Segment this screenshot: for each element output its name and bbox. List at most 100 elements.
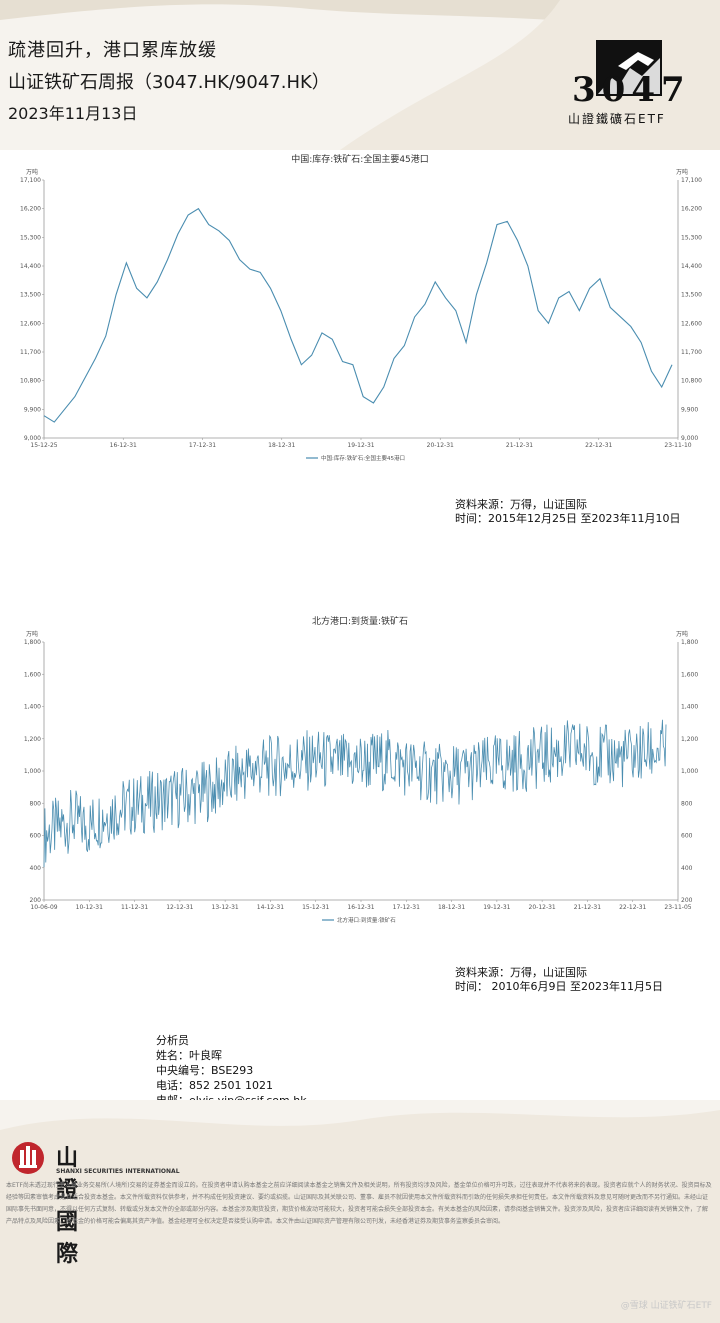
y-tick-label-right: 1,000 — [681, 768, 698, 775]
analyst-id: 中央编号：BSE293 — [156, 1064, 254, 1077]
y-tick-label-right: 1,800 — [681, 639, 698, 646]
y-tick-label-left: 10,800 — [20, 378, 41, 385]
brand-name-cn: 山證國際 — [56, 1146, 81, 1267]
x-tick-label: 17-12-31 — [393, 904, 420, 911]
x-tick-label: 22-12-31 — [585, 442, 612, 449]
chart-north-port-arrivals: 北方港口:到货量:铁矿石 万吨 万吨 200 200 400 400 600 600 800 80… — [10, 612, 710, 932]
analyst-name: 姓名：叶良晖 — [156, 1049, 222, 1062]
x-tick-label: 10-06-09 — [30, 904, 57, 911]
analyst-phone: 电话：852 2501 1021 — [156, 1079, 273, 1092]
x-tick-label: 12-12-31 — [166, 904, 193, 911]
y-tick-label-left: 1,800 — [24, 639, 41, 646]
chart-port-inventory: 中国:库存:铁矿石:全国主要45港口 万吨 万吨 9,000 9,000 9,900 9,… — [10, 150, 710, 470]
chart2-source: 资料来源：万得，山证国际 时间： 2010年6月9日 至2023年11月5日 — [455, 966, 663, 994]
shanxi-securities-logo-icon — [12, 1142, 44, 1174]
y-tick-label-right: 15,300 — [681, 234, 702, 241]
y-tick-label-left: 400 — [30, 865, 42, 872]
report-title-block: 疏港回升，港口累库放缓 山证铁矿石周报（3047.HK/9047.HK） 202… — [8, 36, 330, 124]
chart1-time-range: 时间：2015年12月25日 至2023年11月10日 — [455, 512, 681, 525]
y-tick-label-right: 200 — [681, 897, 693, 904]
brand-name-en: SHANXI SECURITIES INTERNATIONAL — [56, 1168, 180, 1175]
y-tick-label-right: 14,400 — [681, 263, 702, 270]
y-tick-label-right: 1,200 — [681, 736, 698, 743]
analyst-info: 分析员 姓名：叶良晖 中央编号：BSE293 电话：852 2501 1021 … — [156, 1033, 307, 1108]
x-tick-label: 14-12-31 — [257, 904, 284, 911]
x-tick-label: 19-12-31 — [483, 904, 510, 911]
x-tick-label: 17-12-31 — [189, 442, 216, 449]
y-tick-label-right: 9,900 — [681, 406, 698, 413]
y-tick-label-right: 11,700 — [681, 349, 702, 356]
y-tick-label-right: 800 — [681, 800, 693, 807]
disclaimer-text: 本ETF尚未透过现行于人境业务交易所(人境所)交易的证券基金而设立的。在投资者申… — [6, 1182, 712, 1225]
y-unit-left: 万吨 — [26, 630, 38, 638]
chart2-plot: 万吨 万吨 200 200 400 400 600 600 800 800 1,000 1,000 1,… — [24, 630, 699, 924]
x-tick-label: 16-12-31 — [347, 904, 374, 911]
chart2-title: 北方港口:到货量:铁矿石 — [311, 617, 409, 627]
x-tick-label: 16-12-31 — [110, 442, 137, 449]
y-tick-label-right: 600 — [681, 833, 693, 840]
y-tick-label-left: 200 — [30, 897, 42, 904]
footer-wave-decoration — [0, 1110, 720, 1323]
x-tick-label: 15-12-31 — [302, 904, 329, 911]
y-tick-label-right: 1,600 — [681, 671, 698, 678]
y-tick-label-left: 15,300 — [20, 234, 41, 241]
excavator-logo-icon — [596, 40, 662, 96]
y-unit-right: 万吨 — [676, 168, 688, 176]
y-tick-label-right: 400 — [681, 865, 693, 872]
report-date: 2023年11月13日 — [8, 104, 138, 123]
y-tick-label-left: 17,100 — [20, 177, 41, 184]
x-tick-label: 10-12-31 — [76, 904, 103, 911]
etf-name: 山證鐵礦石ETF — [568, 112, 666, 126]
y-unit-right: 万吨 — [676, 630, 688, 638]
legend-label: 中国:库存:铁矿石:全国主要45港口 — [321, 454, 405, 462]
analyst-heading: 分析员 — [156, 1034, 189, 1047]
y-tick-label-left: 1,200 — [24, 736, 41, 743]
y-tick-label-right: 12,600 — [681, 320, 702, 327]
chart1-title: 中国:库存:铁矿石:全国主要45港口 — [291, 155, 429, 165]
chart1-plot: 万吨 万吨 9,000 9,000 9,900 9,900 10,800 10,800 11,7… — [20, 168, 702, 462]
x-tick-label: 20-12-31 — [427, 442, 454, 449]
xueqiu-watermark: @雪球 山证铁矿石ETF — [620, 1301, 712, 1311]
y-tick-label-left: 800 — [30, 800, 42, 807]
y-tick-label-left: 1,600 — [24, 671, 41, 678]
y-tick-label-right: 13,500 — [681, 292, 702, 299]
series-line — [43, 207, 673, 423]
y-tick-label-left: 11,700 — [20, 349, 41, 356]
y-tick-label-right: 1,400 — [681, 704, 698, 711]
x-tick-label: 13-12-31 — [212, 904, 239, 911]
x-tick-label: 18-12-31 — [268, 442, 295, 449]
y-tick-label-left: 600 — [30, 833, 42, 840]
header-wave-decoration — [0, 0, 720, 150]
y-tick-label-right: 17,100 — [681, 177, 702, 184]
x-tick-label: 11-12-31 — [121, 904, 148, 911]
x-tick-label: 23-11-10 — [664, 442, 691, 449]
y-tick-label-left: 9,000 — [24, 435, 41, 442]
y-tick-label-left: 9,900 — [24, 406, 41, 413]
report-subtitle: 山证铁矿石周报（3047.HK/9047.HK） — [8, 72, 330, 93]
etf-code: 3047 — [572, 70, 691, 110]
legend-label: 北方港口:到货量:铁矿石 — [337, 916, 396, 924]
report-headline: 疏港回升，港口累库放缓 — [8, 40, 217, 61]
x-tick-label: 21-12-31 — [574, 904, 601, 911]
brand-block: 山證國際 SHANXI SECURITIES INTERNATIONAL — [10, 1140, 180, 1267]
x-tick-label: 22-12-31 — [619, 904, 646, 911]
x-tick-label: 20-12-31 — [529, 904, 556, 911]
y-tick-label-left: 1,000 — [24, 768, 41, 775]
y-unit-left: 万吨 — [26, 168, 38, 176]
x-tick-label: 15-12-25 — [30, 442, 57, 449]
y-tick-label-right: 16,200 — [681, 206, 702, 213]
x-tick-label: 18-12-31 — [438, 904, 465, 911]
chart2-source-label: 资料来源：万得，山证国际 — [455, 966, 587, 979]
x-tick-label: 21-12-31 — [506, 442, 533, 449]
y-tick-label-right: 10,800 — [681, 378, 702, 385]
series-line — [43, 719, 667, 868]
x-tick-label: 23-11-05 — [664, 904, 691, 911]
chart2-time-range: 时间： 2010年6月9日 至2023年11月5日 — [455, 980, 663, 993]
y-tick-label-left: 13,500 — [20, 292, 41, 299]
chart1-source-label: 资料来源：万得，山证国际 — [455, 498, 587, 511]
y-tick-label-left: 12,600 — [20, 320, 41, 327]
y-tick-label-left: 14,400 — [20, 263, 41, 270]
chart1-source: 资料来源：万得，山证国际 时间：2015年12月25日 至2023年11月10日 — [455, 498, 680, 526]
y-tick-label-left: 1,400 — [24, 704, 41, 711]
x-tick-label: 19-12-31 — [347, 442, 374, 449]
